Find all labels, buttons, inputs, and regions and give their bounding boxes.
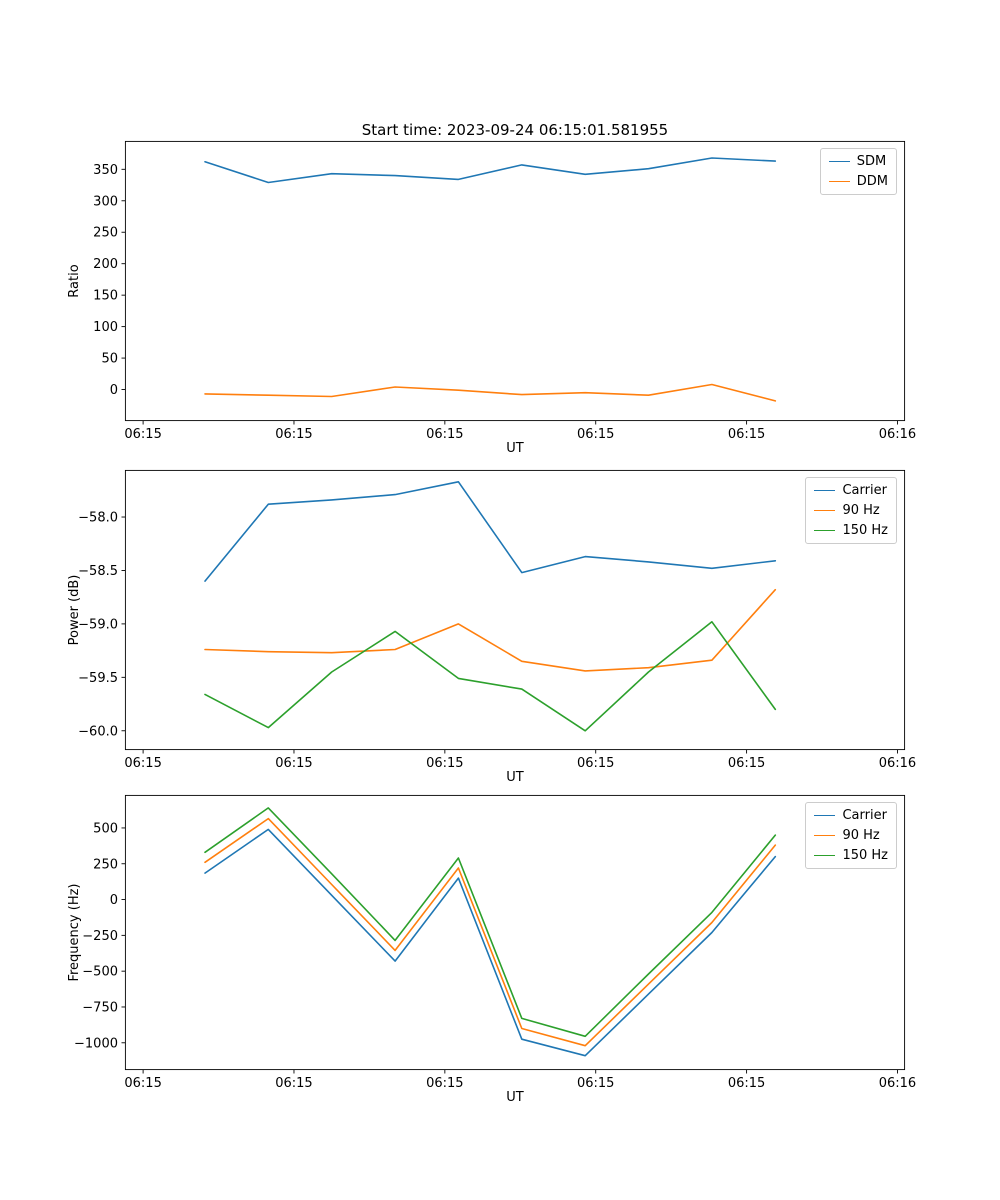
y-tick-label: −60.0 bbox=[78, 724, 118, 739]
y-tick-label: 50 bbox=[101, 352, 118, 367]
legend-label: 90 Hz bbox=[842, 828, 880, 843]
power-chart: Power (dB) UT 06:15 06:15 06:15 06:15 06:15 0… bbox=[0, 469, 1000, 795]
legend-item: 90 Hz bbox=[814, 828, 888, 843]
series-line-carrier bbox=[204, 481, 777, 582]
x-tick-label: 06:16 bbox=[879, 1076, 916, 1091]
y-tick-label: −59.5 bbox=[78, 671, 118, 686]
legend-item: Carrier bbox=[814, 483, 888, 498]
y-tick-label: 150 bbox=[93, 289, 118, 304]
legend-item: 150 Hz bbox=[814, 523, 888, 538]
x-tick-label: 06:15 bbox=[275, 1076, 312, 1091]
ratio-x-axis-label: UT bbox=[506, 441, 524, 456]
legend-label: Carrier bbox=[842, 808, 887, 823]
series-line-90-hz bbox=[204, 588, 777, 672]
y-tick-label: −750 bbox=[82, 1000, 118, 1015]
y-tick-label: 100 bbox=[93, 320, 118, 335]
power-plot-area: 06:15 06:15 06:15 06:15 06:15 06:16 −60.0 −59.5… bbox=[78, 469, 916, 771]
power-legend: Carrier 90 Hz 150 Hz bbox=[805, 477, 897, 544]
x-tick-label: 06:15 bbox=[426, 427, 463, 442]
legend-item: DDM bbox=[828, 174, 888, 189]
legend-label: 150 Hz bbox=[842, 523, 888, 538]
legend-item: SDM bbox=[828, 154, 888, 169]
legend-item: 90 Hz bbox=[814, 503, 888, 518]
x-tick-label: 06:15 bbox=[577, 1076, 614, 1091]
legend-item: Carrier bbox=[814, 808, 888, 823]
legend-label: Carrier bbox=[842, 483, 887, 498]
y-tick-label: −1000 bbox=[74, 1036, 118, 1051]
legend-line-swatch bbox=[814, 490, 836, 491]
series-line-150-hz bbox=[204, 807, 777, 1038]
axes-frame bbox=[124, 469, 906, 751]
y-tick-label: −59.0 bbox=[78, 617, 118, 632]
ratio-y-axis-label: Ratio bbox=[67, 264, 82, 298]
y-tick-label: 500 bbox=[93, 821, 118, 836]
frequency-x-axis-label: UT bbox=[506, 1090, 524, 1105]
x-tick-label: 06:15 bbox=[728, 756, 765, 771]
axes-frame bbox=[124, 140, 906, 422]
y-tick-label: 350 bbox=[93, 163, 118, 178]
figure-title: Start time: 2023-09-24 06:15:01.581955 bbox=[361, 121, 669, 139]
y-tick-label: −250 bbox=[82, 929, 118, 944]
y-tick-label: 250 bbox=[93, 226, 118, 241]
y-tick-label: 200 bbox=[93, 257, 118, 272]
x-tick-label: 06:15 bbox=[124, 1076, 161, 1091]
legend-item: 150 Hz bbox=[814, 848, 888, 863]
series-line-150-hz bbox=[204, 621, 777, 732]
x-tick-label: 06:16 bbox=[879, 427, 916, 442]
x-tick-label: 06:16 bbox=[879, 756, 916, 771]
axes-frame bbox=[124, 794, 906, 1071]
legend-line-swatch bbox=[814, 530, 836, 531]
y-tick-label: 0 bbox=[110, 383, 118, 398]
legend-line-swatch bbox=[828, 181, 850, 182]
series-line-carrier bbox=[204, 828, 777, 1057]
legend-line-swatch bbox=[828, 161, 850, 162]
series-line-90-hz bbox=[204, 817, 777, 1047]
x-tick-label: 06:15 bbox=[275, 427, 312, 442]
y-tick-label: 300 bbox=[93, 194, 118, 209]
x-tick-label: 06:15 bbox=[577, 756, 614, 771]
legend-line-swatch bbox=[814, 510, 836, 511]
ratio-legend: SDM DDM bbox=[819, 148, 897, 195]
series-line-sdm bbox=[204, 157, 777, 184]
y-tick-label: 0 bbox=[110, 893, 118, 908]
y-tick-label: −58.0 bbox=[78, 511, 118, 526]
series-line-ddm bbox=[204, 383, 777, 402]
x-tick-label: 06:15 bbox=[728, 427, 765, 442]
frequency-y-axis-label: Frequency (Hz) bbox=[67, 883, 82, 982]
legend-label: 150 Hz bbox=[842, 848, 888, 863]
x-tick-label: 06:15 bbox=[124, 427, 161, 442]
ratio-chart: Ratio UT 06:15 06:15 06:15 06:15 06:15 06:16 0… bbox=[0, 140, 1000, 470]
y-tick-label: −58.5 bbox=[78, 564, 118, 579]
x-tick-label: 06:15 bbox=[124, 756, 161, 771]
y-tick-label: 250 bbox=[93, 857, 118, 872]
x-tick-label: 06:15 bbox=[426, 1076, 463, 1091]
x-tick-label: 06:15 bbox=[728, 1076, 765, 1091]
frequency-chart: Frequency (Hz) UT 06:15 06:15 06:15 06:15 06… bbox=[0, 794, 1000, 1125]
y-tick-label: −500 bbox=[82, 965, 118, 980]
legend-line-swatch bbox=[814, 835, 836, 836]
legend-line-swatch bbox=[814, 855, 836, 856]
x-tick-label: 06:15 bbox=[426, 756, 463, 771]
legend-label: DDM bbox=[856, 174, 888, 189]
ratio-plot-area: 06:15 06:15 06:15 06:15 06:15 06:16 0 50 100 150 2… bbox=[93, 140, 916, 442]
frequency-plot-area: 06:15 06:15 06:15 06:15 06:15 06:16 −1000 −750 −… bbox=[74, 794, 916, 1091]
frequency-legend: Carrier 90 Hz 150 Hz bbox=[805, 802, 897, 869]
x-tick-label: 06:15 bbox=[275, 756, 312, 771]
power-x-axis-label: UT bbox=[506, 770, 524, 785]
legend-label: 90 Hz bbox=[842, 503, 880, 518]
legend-line-swatch bbox=[814, 815, 836, 816]
legend-label: SDM bbox=[856, 154, 887, 169]
x-tick-label: 06:15 bbox=[577, 427, 614, 442]
